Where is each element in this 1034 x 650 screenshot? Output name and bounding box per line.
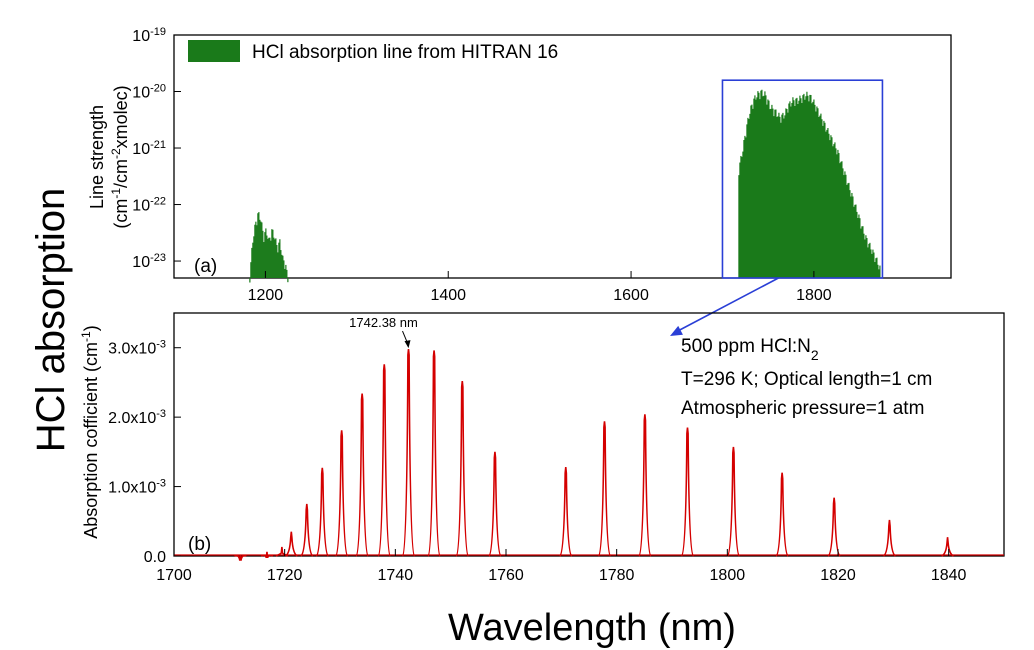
y-tick-label: 2.0x10-3: [108, 408, 166, 427]
y-tick-label: 10-19: [132, 26, 166, 45]
panel-b-label: (b): [188, 534, 211, 555]
absorption-peak: [300, 503, 314, 557]
x-tick-label: 1840: [931, 567, 967, 584]
x-tick-label: 1600: [613, 287, 649, 304]
y-tick-label: 0.0: [144, 549, 166, 566]
panel-a-x-axis: 1200 1400 1600 1800: [248, 271, 832, 304]
main-x-label: Wavelength (nm): [448, 607, 736, 649]
absorption-peak: [284, 531, 298, 557]
y-tick-label: 3.0x10-3: [108, 339, 166, 358]
x-tick-label: 1780: [599, 567, 635, 584]
absorption-peak: [827, 497, 841, 557]
x-tick-label: 1740: [378, 567, 414, 584]
y-tick-label: 10-21: [132, 139, 166, 158]
condition-concentration: 500 ppm HCl:N2: [681, 336, 819, 363]
absorption-peak: [401, 349, 416, 557]
zoom-box: [721, 79, 884, 279]
absorption-peak: [355, 393, 369, 557]
condition-pressure: Atmospheric pressure=1 atm: [681, 398, 924, 419]
absorption-peak: [427, 350, 441, 557]
main-y-label: HCl absorption: [29, 188, 73, 453]
peak-annotation-arrowhead: [404, 340, 411, 349]
legend-label: HCl absorption line from HITRAN 16: [252, 42, 558, 63]
panel-b: 1700 1720 1740 1760 1780 1800 1820 1840 0.0 1.0x…: [79, 312, 1005, 584]
absorption-peak: [455, 380, 469, 557]
panel-a-label: (a): [194, 256, 217, 277]
x-tick-label: 1400: [430, 287, 466, 304]
x-tick-label: 1720: [267, 567, 303, 584]
y-tick-label: 1.0x10-3: [108, 478, 166, 497]
x-tick-label: 1800: [710, 567, 746, 584]
absorption-peak: [315, 467, 329, 557]
absorption-peak: [377, 364, 392, 557]
panel-a-y-label-line2: (cm-1/cm-2xmolec): [109, 85, 131, 228]
peak-annotation: 1742.38 nm: [349, 315, 418, 330]
x-tick-label: 1800: [796, 287, 832, 304]
absorption-peak: [334, 430, 349, 557]
absorption-peak: [726, 446, 741, 557]
panel-a-y-label-line1: Line strength: [87, 105, 107, 209]
y-tick-label: 10-20: [132, 83, 166, 102]
zoom-arrowhead: [670, 325, 683, 336]
absorption-peak: [680, 427, 695, 557]
absorption-peak: [775, 472, 789, 557]
panel-a-y-axis: 10-23 10-22 10-21 10-20 10-19: [132, 26, 181, 271]
panel-b-y-axis: 0.0 1.0x10-3 2.0x10-3 3.0x10-3: [108, 339, 181, 566]
panel-b-x-axis: 1700 1720 1740 1760 1780 1800 1820 1840: [156, 549, 967, 584]
panel-a-frame: [173, 34, 952, 279]
x-tick-label: 1760: [488, 567, 524, 584]
y-tick-label: 10-22: [132, 196, 166, 215]
absorption-peak: [559, 467, 573, 557]
panel-b-frame: [173, 312, 1005, 557]
absorption-peak: [941, 537, 954, 557]
condition-temperature: T=296 K; Optical length=1 cm: [681, 369, 932, 390]
x-tick-label: 1700: [156, 567, 192, 584]
zoom-arrow: [673, 277, 779, 334]
panel-b-spectrum: [174, 349, 1004, 561]
absorption-peak: [882, 519, 896, 557]
absorption-peak: [638, 414, 652, 557]
absorption-peak: [488, 451, 502, 557]
legend-swatch: [188, 40, 240, 62]
x-tick-label: 1200: [248, 287, 284, 304]
panel-b-y-label: Absorption cofficient (cm-1): [79, 325, 101, 538]
absorption-peak: [597, 421, 612, 557]
panel-a: 1200 1400 1600 1800 10-2310-2210-2110-2010-…: [87, 26, 952, 304]
panel-a-spectrum: [249, 89, 881, 283]
y-tick-label: 10-23: [132, 252, 166, 271]
x-tick-label: 1820: [820, 567, 856, 584]
